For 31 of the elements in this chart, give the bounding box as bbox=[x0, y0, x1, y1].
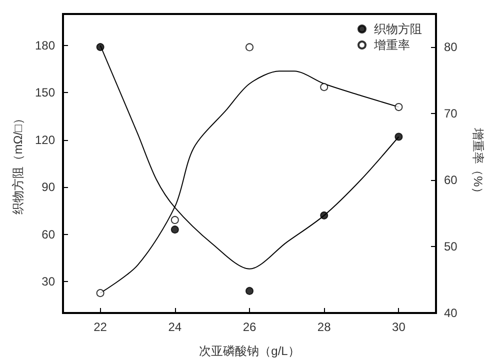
point bbox=[394, 103, 403, 112]
point bbox=[246, 43, 254, 52]
point bbox=[246, 286, 254, 295]
x-tick-label: 28 bbox=[317, 320, 332, 334]
point bbox=[394, 132, 403, 141]
x-axis-title: 次亚磷酸钠（g/L） bbox=[199, 344, 300, 358]
y2-tick-label: 40 bbox=[444, 306, 458, 320]
point bbox=[96, 289, 104, 298]
y2-tick-label: 50 bbox=[444, 240, 458, 254]
y-tick-label: 30 bbox=[42, 274, 56, 289]
legend-label: 织物方阻 bbox=[374, 22, 422, 36]
x-tick-label: 22 bbox=[94, 320, 108, 334]
y-tick-label: 180 bbox=[34, 38, 56, 52]
point bbox=[320, 211, 328, 220]
y-axis-title: 织物方阻（mΩ/□） bbox=[11, 112, 26, 214]
y-tick-label: 120 bbox=[34, 132, 56, 147]
y-tick-label: 60 bbox=[42, 227, 56, 242]
y2-tick-label: 80 bbox=[444, 40, 458, 54]
y2-tick-label: 70 bbox=[444, 106, 458, 121]
point bbox=[96, 43, 104, 52]
point bbox=[170, 226, 179, 234]
legend-label: 增重率 bbox=[373, 38, 410, 52]
point bbox=[320, 83, 328, 92]
y2-axis-title: 增重率（%） bbox=[471, 127, 485, 199]
y-tick-label: 90 bbox=[42, 180, 56, 194]
x-tick-label: 26 bbox=[242, 320, 256, 334]
y2-tick-label: 60 bbox=[444, 173, 458, 188]
point bbox=[170, 216, 179, 224]
y-tick-label: 150 bbox=[34, 86, 56, 100]
x-tick-label: 30 bbox=[392, 320, 406, 334]
x-tick-label: 24 bbox=[168, 320, 182, 334]
